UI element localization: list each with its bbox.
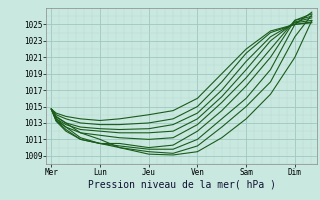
X-axis label: Pression niveau de la mer( hPa ): Pression niveau de la mer( hPa ) <box>88 180 276 190</box>
